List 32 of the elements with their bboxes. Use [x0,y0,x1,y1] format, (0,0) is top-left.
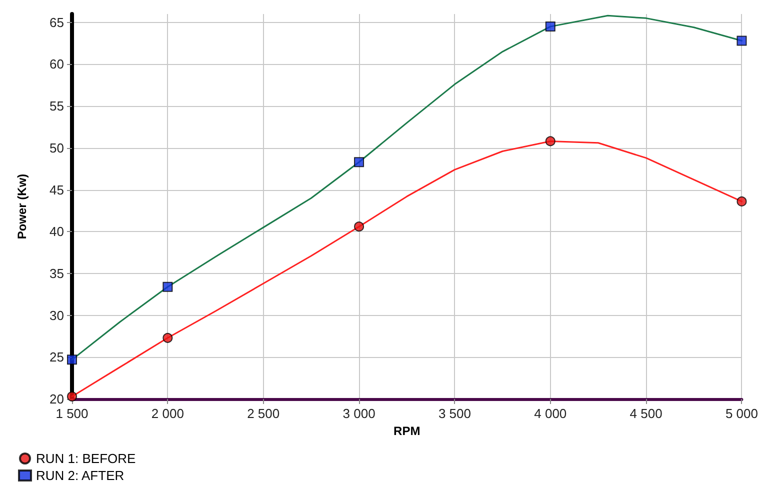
point [67,391,77,402]
point [162,282,173,292]
x-tick-label: 4 500 [630,406,662,421]
y-tick-label: 30 [50,308,64,323]
y-tick-label: 35 [50,266,64,281]
x-tick-label: 2 500 [247,406,280,421]
point [354,222,364,232]
point [545,22,556,32]
point [354,157,364,168]
y-tick-label: 50 [50,140,64,156]
x-tick-label: 1 500 [56,406,88,421]
x-tick-label: 3 000 [342,406,376,421]
x-tick-label: 2 000 [151,406,184,421]
y-tick-label: 20 [50,392,64,406]
point [162,332,173,343]
y-tick-label: 25 [50,350,64,365]
y-tick-label: 55 [50,98,64,114]
y-tick-label: 45 [50,182,64,198]
legend-label: RUN 2: AFTER [36,468,124,483]
legend-label: RUN 1: BEFORE [36,451,136,466]
y-tick-label: 40 [50,224,64,240]
x-tick-label: 5 000 [725,406,758,421]
point [736,36,747,46]
y-tick-label: 65 [50,14,64,30]
x-axis-title: RPM [394,424,420,438]
y-axis-title: Power (Kw) [15,174,29,240]
x-tick-label: 4 000 [534,406,567,421]
x-tick-label: 3 500 [438,406,471,421]
point [67,354,77,365]
y-tick-label: 60 [50,56,64,72]
point [736,196,747,206]
point [545,136,556,146]
